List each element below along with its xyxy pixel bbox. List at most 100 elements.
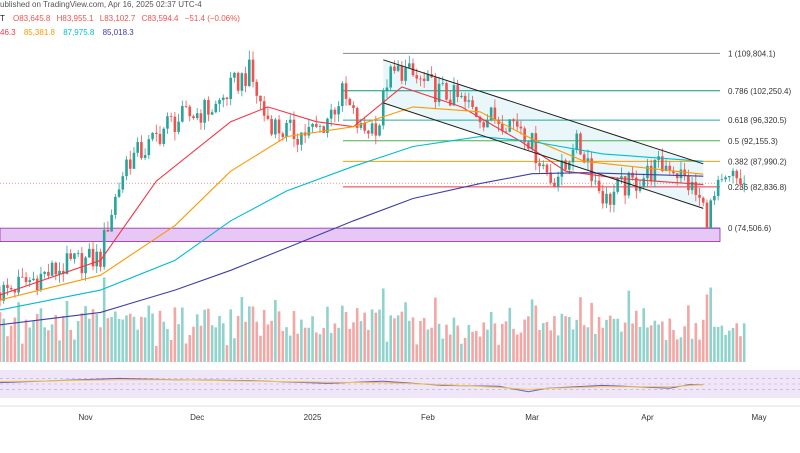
candle-body bbox=[274, 119, 277, 135]
ma-value-sma200: 85,018.3 bbox=[102, 28, 134, 37]
candle-body bbox=[541, 164, 545, 167]
volume-bar bbox=[400, 311, 404, 362]
candle-body bbox=[463, 95, 467, 102]
volume-bar bbox=[225, 345, 229, 362]
volume-bar bbox=[657, 324, 660, 362]
volume-bar bbox=[199, 325, 203, 362]
volume-bar bbox=[154, 346, 158, 362]
candle-body bbox=[285, 122, 288, 137]
candle-body bbox=[236, 72, 240, 91]
volume-bar bbox=[84, 306, 87, 362]
volume-bar bbox=[434, 297, 437, 362]
volume-bar bbox=[370, 309, 374, 362]
volume-bar bbox=[143, 317, 147, 362]
candle-body bbox=[199, 113, 203, 123]
volume-bar bbox=[452, 317, 456, 362]
volume-bar bbox=[690, 338, 694, 362]
volume-bar bbox=[687, 305, 690, 362]
volume-bar bbox=[2, 318, 6, 362]
candle-body bbox=[166, 116, 169, 129]
candle-body bbox=[158, 133, 162, 144]
volume-bar bbox=[192, 326, 195, 362]
candle-body bbox=[471, 100, 474, 107]
candle-body bbox=[467, 100, 471, 102]
candle-body bbox=[326, 118, 329, 133]
candle-body bbox=[248, 59, 251, 87]
volume-bar bbox=[240, 296, 244, 362]
volume-bar bbox=[530, 299, 534, 362]
volume-bar bbox=[102, 277, 106, 362]
candle-body bbox=[530, 133, 534, 149]
volume-bar bbox=[132, 316, 136, 362]
volume-bar bbox=[590, 302, 593, 362]
candle-body bbox=[110, 214, 113, 232]
volume-bar bbox=[110, 316, 113, 362]
candle-body bbox=[728, 176, 731, 178]
candle-body bbox=[300, 132, 303, 145]
volume-bar bbox=[627, 290, 631, 362]
volume-bar bbox=[672, 330, 675, 362]
candle-body bbox=[549, 172, 552, 183]
volume-bar bbox=[147, 305, 151, 362]
ohlc-close: C83,594.4 bbox=[141, 14, 179, 23]
candle-body bbox=[445, 83, 448, 100]
volume-bar bbox=[393, 318, 396, 362]
volume-bar bbox=[367, 329, 370, 362]
candle-body bbox=[661, 156, 664, 172]
volume-bar bbox=[404, 302, 407, 362]
ohlc-change: −51.4 (−0.06%) bbox=[184, 14, 240, 23]
candles-group bbox=[0, 50, 746, 362]
volume-bar bbox=[311, 316, 314, 362]
ma-value-ema50: 85,381.8 bbox=[23, 28, 55, 37]
time-tick-label: Nov bbox=[78, 413, 92, 422]
volume-bar bbox=[80, 313, 84, 362]
time-tick-label: 2025 bbox=[304, 413, 322, 422]
volume-bar bbox=[259, 335, 262, 362]
volume-bar bbox=[623, 322, 627, 362]
candle-body bbox=[396, 65, 400, 71]
candle-body bbox=[28, 280, 32, 283]
volume-bar bbox=[363, 312, 366, 362]
candle-body bbox=[106, 229, 110, 232]
volume-bar bbox=[675, 339, 679, 362]
candle-body bbox=[408, 63, 411, 68]
candle-body bbox=[88, 248, 91, 258]
candle-body bbox=[638, 187, 642, 191]
volume-bar bbox=[58, 340, 61, 362]
candle-body bbox=[143, 155, 147, 158]
candle-body bbox=[705, 202, 709, 229]
volume-bar bbox=[121, 319, 125, 362]
ema50-line bbox=[0, 106, 704, 301]
volume-bar bbox=[162, 321, 166, 362]
volume-bar bbox=[508, 307, 512, 362]
volume-bar bbox=[47, 330, 50, 362]
volume-bar bbox=[396, 315, 400, 362]
volume-bar bbox=[634, 310, 638, 362]
volume-bar bbox=[65, 300, 69, 362]
candle-body bbox=[504, 131, 508, 133]
volume-bar bbox=[0, 312, 2, 362]
volume-bar bbox=[341, 305, 344, 362]
volume-bar bbox=[333, 323, 337, 362]
volume-bar bbox=[318, 334, 322, 362]
candle-body bbox=[91, 248, 95, 267]
candle-body bbox=[649, 165, 653, 182]
volume-bar bbox=[701, 319, 705, 362]
volume-bar bbox=[285, 327, 288, 362]
volume-bar bbox=[314, 332, 318, 362]
volume-bar bbox=[262, 309, 266, 362]
volume-bar bbox=[538, 329, 541, 362]
ema100-line bbox=[0, 136, 704, 311]
volume-bar bbox=[326, 306, 329, 362]
volume-bar bbox=[683, 326, 686, 362]
volume-bar bbox=[21, 343, 24, 362]
ohlc-prefix: T bbox=[0, 14, 5, 23]
header-published: ublished on TradingView.com, Apr 16, 202… bbox=[0, 0, 202, 9]
volume-bar bbox=[322, 328, 326, 362]
volume-bar bbox=[296, 333, 299, 362]
candle-body bbox=[266, 115, 270, 119]
volume-bar bbox=[184, 343, 188, 362]
volume-bar bbox=[32, 321, 35, 362]
volume-bar bbox=[28, 327, 32, 362]
candle-body bbox=[568, 162, 571, 170]
